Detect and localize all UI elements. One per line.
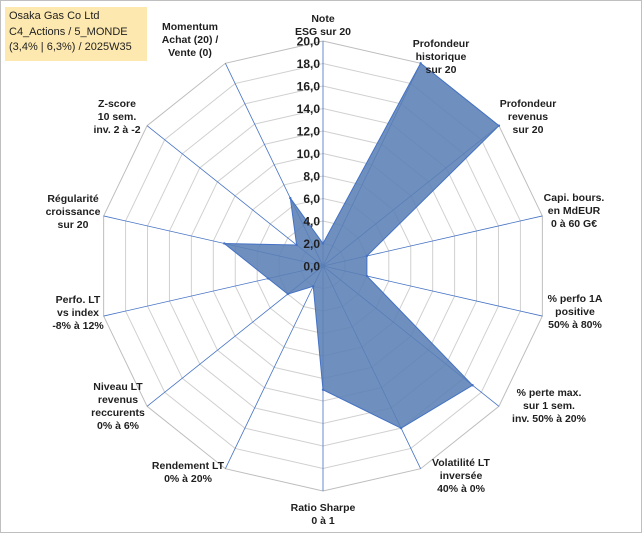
data-point: [399, 426, 403, 430]
company-name: Osaka Gas Co Ltd: [9, 10, 100, 22]
tick-label: 16,0: [297, 80, 321, 94]
data-point: [471, 384, 474, 387]
axis-label: Profondeur historique sur 20: [413, 38, 470, 76]
series-area: [222, 62, 500, 429]
data-point: [365, 254, 369, 258]
axis-label: Niveau LT revenus reccurents 0% à 6%: [91, 381, 145, 432]
period-info: (3,4% | 6,3%) / 2025W35: [9, 41, 132, 53]
axis-label: % perte max. sur 1 sem. inv. 50% à 20%: [512, 387, 587, 425]
portfolio-category: C4_Actions / 5_MONDE: [9, 25, 128, 38]
axis-label: Momentum Achat (20) / Vente (0): [162, 21, 219, 59]
tick-label: 8,0: [303, 170, 320, 184]
data-point: [266, 277, 270, 280]
tick-label: 4,0: [303, 215, 320, 229]
data-point: [365, 274, 369, 278]
data-point: [312, 285, 315, 288]
tick-label: 0,0: [303, 260, 320, 274]
data-point: [321, 388, 325, 391]
tick-label: 2,0: [303, 237, 320, 251]
tick-label: 18,0: [297, 57, 321, 71]
data-point: [286, 292, 290, 296]
data-point: [497, 124, 501, 127]
data-point: [419, 62, 422, 65]
axis-label: Rendement LT 0% à 20%: [152, 460, 225, 485]
axis-spoke: [225, 265, 324, 469]
axis-label: Régularité croissance sur 20: [46, 193, 101, 231]
axis-label: Note ESG sur 20: [295, 13, 351, 38]
info-box: Osaka Gas Co Ltd C4_Actions / 5_MONDE (3…: [5, 7, 147, 61]
tick-label: 12,0: [297, 125, 321, 139]
axis-label: Perfo. LT vs index -8% à 12%: [52, 294, 104, 332]
tick-label: 10,0: [297, 147, 321, 161]
axis-label: Volatilité LT inversée 40% à 0%: [432, 457, 491, 495]
data-point: [223, 242, 226, 245]
axis-label: Ratio Sharpe 0 à 1: [291, 502, 356, 527]
data-point: [295, 243, 298, 247]
axis-label: Profondeur revenus sur 20: [500, 98, 557, 136]
axis-label: Capi. bours. en MdEUR 0 à 60 G€: [544, 192, 605, 230]
tick-label: 20,0: [297, 35, 321, 49]
tick-label: 6,0: [303, 192, 320, 206]
data-point: [321, 242, 325, 245]
axis-spoke: [146, 125, 324, 267]
tick-label: 14,0: [297, 102, 321, 116]
data-point: [289, 196, 292, 200]
axis-label: % perfo 1A positive 50% à 80%: [548, 293, 603, 331]
axis-label: Z-score 10 sem. inv. 2 à -2: [93, 98, 140, 136]
